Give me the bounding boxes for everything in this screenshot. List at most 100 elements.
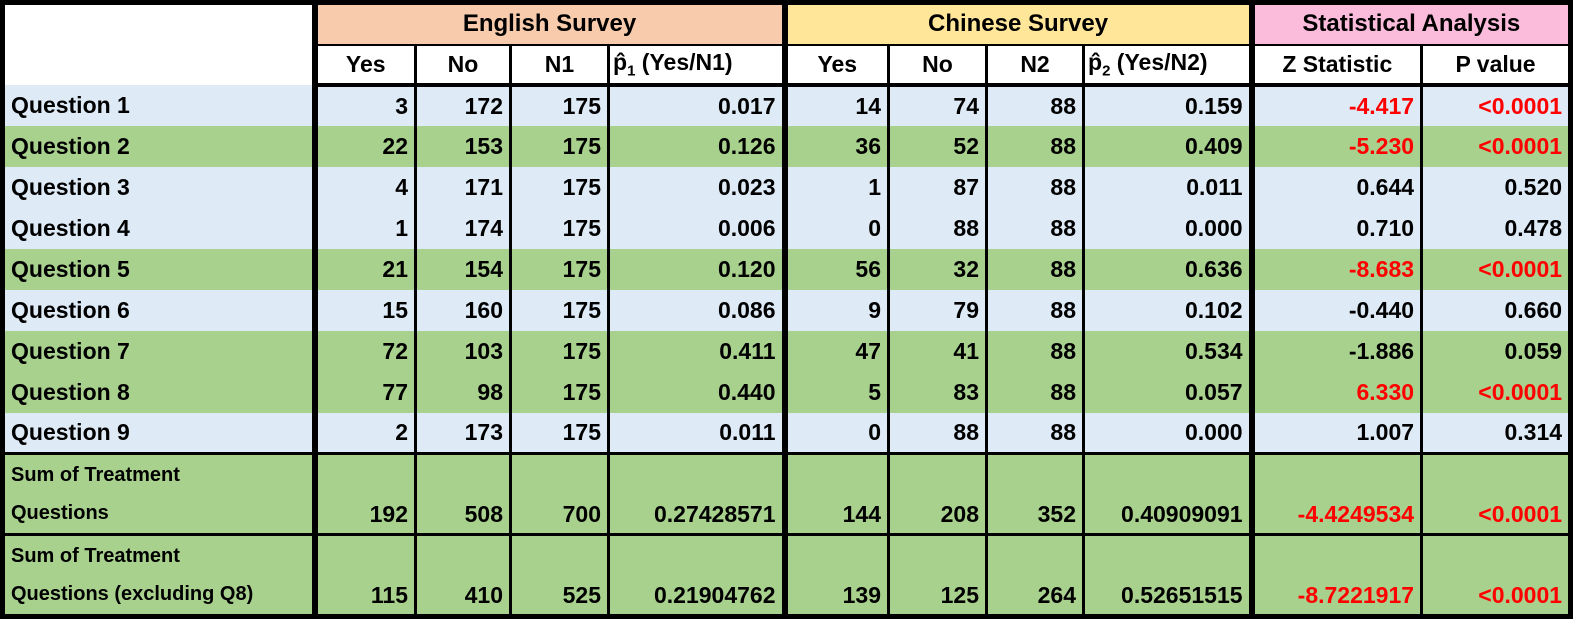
cell-cn-n2: 264 [985,533,1084,617]
cell-cn-no: 88 [887,207,987,249]
cell-cn-no: 208 [887,452,987,535]
cell-p: 0.059 [1420,330,1571,372]
cell-en-n1: 175 [509,289,609,331]
cell-z: 1.007 [1248,412,1422,454]
cell-cn-yes: 5 [781,371,889,413]
cell-en-n1: 175 [509,207,609,249]
cell-en-yes: 3 [311,84,416,126]
cell-cn-n2: 88 [985,84,1084,126]
cell-en-p: 0.21904762 [606,533,785,617]
cell-en-p: 0.120 [606,248,785,290]
column-header-cn-no: No [887,44,987,87]
cell-en-yes: 192 [311,452,416,535]
phat-formula: (Yes/N2) [1110,48,1208,75]
cell-en-yes: 72 [311,330,416,372]
cell-en-yes: 77 [311,371,416,413]
phat-symbol: p̂ [613,48,628,75]
cell-en-no: 508 [414,452,511,535]
cell-cn-p: 0.534 [1082,330,1252,372]
cell-en-n1: 175 [509,248,609,290]
section-header-stats: Statistical Analysis [1248,2,1571,46]
cell-en-p: 0.126 [606,125,785,167]
cell-cn-no: 52 [887,125,987,167]
cell-en-yes: 2 [311,412,416,454]
table-row: Sum of Treatment Questions 192 508 700 0.274… [2,452,1571,535]
column-header-en-no: No [414,44,511,87]
cell-cn-no: 87 [887,166,987,208]
cell-z: -1.886 [1248,330,1422,372]
phat-subscript: 2 [1102,62,1111,80]
row-label: Sum of Treatment Questions [2,452,315,535]
cell-en-n1: 700 [509,452,609,535]
cell-en-no: 153 [414,125,511,167]
cell-en-p: 0.086 [606,289,785,331]
table-row: Question 9 2 173 175 0.011 0 88 88 0.000 1.007 0.3… [2,412,1571,454]
cell-en-yes: 4 [311,166,416,208]
cell-cn-no: 74 [887,84,987,126]
cell-cn-no: 41 [887,330,987,372]
cell-p: <0.0001 [1420,248,1571,290]
table-row: Question 1 3 172 175 0.017 14 74 88 0.159 -4.417 <… [2,84,1571,126]
cell-z: -5.230 [1248,125,1422,167]
cell-en-yes: 22 [311,125,416,167]
cell-en-p: 0.27428571 [606,452,785,535]
cell-cn-yes: 14 [781,84,889,126]
cell-cn-p: 0.057 [1082,371,1252,413]
cell-en-p: 0.440 [606,371,785,413]
section-header-chinese: Chinese Survey [781,2,1252,46]
row-label: Question 9 [2,412,315,454]
column-header-cn-yes: Yes [781,44,889,87]
phat-symbol: p̂ [1088,48,1103,75]
cell-en-p: 0.006 [606,207,785,249]
cell-p: <0.0001 [1420,84,1571,126]
cell-cn-no: 88 [887,412,987,454]
row-label: Question 8 [2,371,315,413]
cell-cn-p: 0.102 [1082,289,1252,331]
row-label: Question 5 [2,248,315,290]
cell-cn-yes: 0 [781,412,889,454]
cell-en-yes: 21 [311,248,416,290]
cell-en-p: 0.017 [606,84,785,126]
cell-en-no: 98 [414,371,511,413]
table-row: Question 8 77 98 175 0.440 5 83 88 0.057 6.330 <0.… [2,371,1571,413]
cell-en-yes: 15 [311,289,416,331]
cell-cn-n2: 88 [985,289,1084,331]
cell-en-no: 103 [414,330,511,372]
cell-z: -8.683 [1248,248,1422,290]
cell-cn-n2: 352 [985,452,1084,535]
cell-cn-p: 0.159 [1082,84,1252,126]
table-row: Question 7 72 103 175 0.411 47 41 88 0.534 -1.886… [2,330,1571,372]
cell-cn-n2: 88 [985,330,1084,372]
row-label: Question 2 [2,125,315,167]
cell-cn-p: 0.011 [1082,166,1252,208]
column-header-en-n1: N1 [509,44,609,87]
cell-en-yes: 115 [311,533,416,617]
survey-comparison-table: English Survey Chinese Survey Statistica… [0,0,1574,619]
cell-cn-no: 125 [887,533,987,617]
table-row: Question 4 1 174 175 0.006 0 88 88 0.000 0.710 0.4… [2,207,1571,249]
cell-cn-yes: 9 [781,289,889,331]
cell-cn-no: 32 [887,248,987,290]
cell-en-no: 171 [414,166,511,208]
cell-p: <0.0001 [1420,533,1571,617]
cell-z: -8.7221917 [1248,533,1422,617]
cell-en-no: 172 [414,84,511,126]
cell-p: 0.660 [1420,289,1571,331]
cell-cn-yes: 139 [781,533,889,617]
cell-cn-yes: 0 [781,207,889,249]
cell-cn-p: 0.000 [1082,207,1252,249]
cell-cn-p: 0.000 [1082,412,1252,454]
section-header-row: English Survey Chinese Survey Statistica… [2,2,1571,85]
cell-cn-no: 83 [887,371,987,413]
cell-cn-yes: 1 [781,166,889,208]
cell-en-n1: 175 [509,371,609,413]
cell-cn-yes: 36 [781,125,889,167]
cell-p: 0.520 [1420,166,1571,208]
cell-en-no: 173 [414,412,511,454]
cell-cn-n2: 88 [985,207,1084,249]
cell-en-no: 154 [414,248,511,290]
cell-en-n1: 175 [509,84,609,126]
phat-subscript: 1 [627,62,636,80]
cell-cn-p: 0.409 [1082,125,1252,167]
column-header-p-value: P value [1420,44,1571,87]
